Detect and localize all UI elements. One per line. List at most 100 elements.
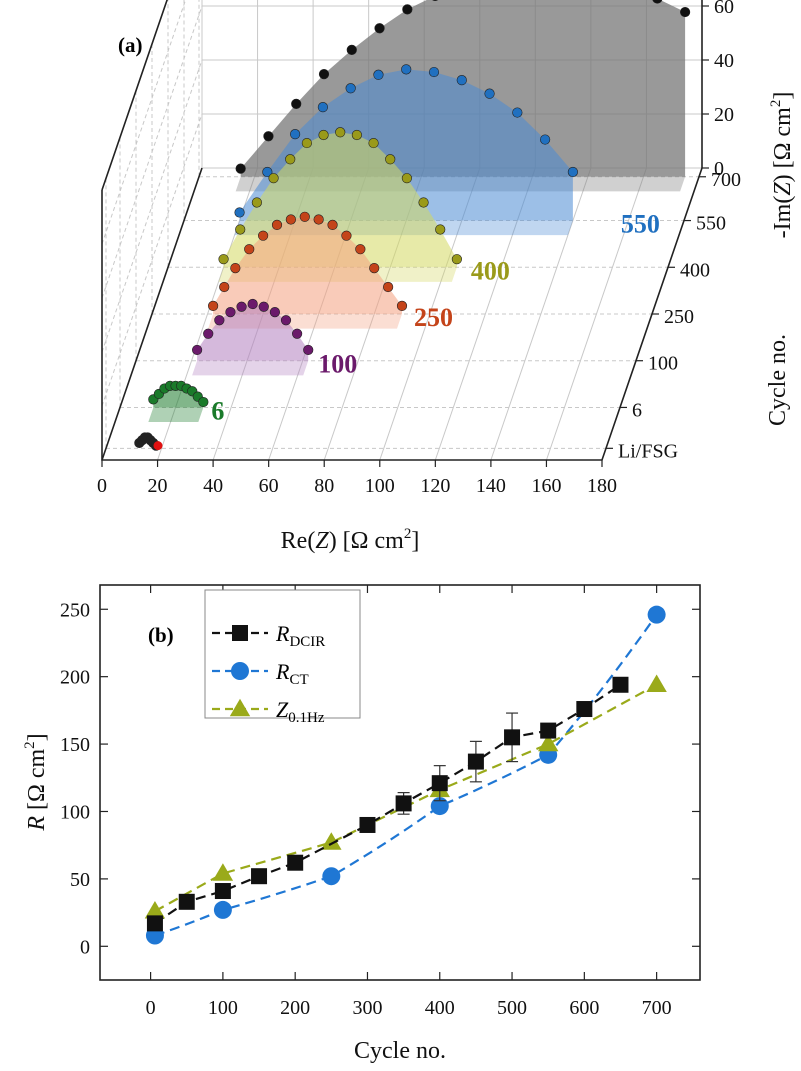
data-point [287, 854, 304, 871]
y-tick-label: 40 [714, 50, 734, 72]
data-point [318, 69, 330, 80]
axis-line [101, 167, 203, 461]
x-tick-label: 60 [259, 475, 279, 497]
data-point [369, 263, 380, 274]
panel-a-y-axis-title: -Im(Z) [Ω cm2] [768, 92, 796, 239]
data-point [231, 662, 249, 680]
legend-item-R_DCIR: RDCIR [212, 621, 325, 650]
y-tick-label: 150 [60, 734, 90, 756]
data-point [232, 625, 248, 641]
legend-item-R_CT: RCT [212, 659, 309, 688]
x-tick-label: 500 [497, 997, 527, 1019]
panel-b-label: (b) [148, 623, 174, 647]
series-area [213, 216, 402, 314]
data-point [318, 129, 329, 141]
series-100: 100 [192, 298, 357, 379]
legend: RDCIR RCT Z0.1Hz [204, 589, 361, 726]
x-tick-label: 700 [642, 997, 672, 1019]
data-point [313, 214, 324, 225]
data-point [335, 127, 346, 138]
data-point [268, 173, 279, 184]
data-point [235, 224, 246, 235]
data-point [303, 344, 314, 356]
panel-a-label: (a) [118, 33, 143, 57]
panel-a-axes: 020406080100120140160180020406080100Li/F… [97, 0, 741, 497]
x-tick-label: 400 [425, 997, 455, 1019]
series-Z_0.1Hz [144, 674, 667, 919]
data-point [456, 75, 467, 86]
series-label: 100 [318, 350, 357, 379]
data-point [341, 230, 352, 241]
data-point [251, 868, 268, 885]
data-point [540, 134, 551, 145]
data-point [258, 301, 269, 312]
data-point [432, 0, 439, 1]
series-floor-band [148, 407, 204, 423]
data-point [230, 263, 241, 274]
depth-tick-label: 550 [696, 213, 726, 235]
data-point [612, 676, 629, 693]
data-point [301, 137, 312, 149]
y-tick-label: 50 [70, 869, 90, 891]
data-point [383, 281, 394, 293]
data-point [218, 254, 229, 265]
data-point [327, 219, 338, 230]
depth-tick-label: Li/FSG [618, 440, 678, 462]
data-point [355, 244, 366, 255]
data-point [203, 328, 214, 339]
data-point [219, 281, 230, 293]
data-point [680, 6, 691, 18]
data-point [576, 701, 593, 718]
data-point [396, 300, 408, 312]
data-point [236, 301, 247, 312]
legend-label: RCT [275, 659, 309, 688]
data-point [567, 166, 578, 178]
data-point [213, 900, 232, 919]
data-point [285, 214, 296, 225]
depth-tick-label: 700 [711, 169, 741, 191]
depth-tick-label: 400 [680, 259, 710, 281]
data-point [322, 867, 341, 886]
data-point [402, 4, 413, 15]
data-point [646, 674, 667, 692]
x-tick-label: 160 [531, 475, 561, 497]
data-point [401, 173, 412, 184]
series-label: 550 [621, 210, 660, 239]
data-point [258, 230, 269, 241]
data-point [263, 131, 274, 142]
legend-label: Z0.1Hz [276, 697, 325, 726]
data-point [208, 300, 219, 312]
panel-a-x-axis-title: Re(Z) [Ω cm2] [281, 526, 420, 554]
x-tick-label: 100 [208, 997, 238, 1019]
data-point [291, 98, 302, 109]
data-point [504, 729, 521, 746]
legend-item-Z_0.1Hz: Z0.1Hz [212, 697, 325, 726]
series-Li/FSG [134, 432, 163, 451]
series-R_DCIR [146, 676, 629, 932]
data-point [214, 883, 231, 900]
depth-tick-label: 6 [632, 399, 642, 421]
data-point [351, 129, 362, 141]
x-tick-label: 100 [365, 475, 395, 497]
y-tick-label: 0 [80, 936, 90, 958]
panel-b-ticks: 0 100 200 300 400 500 600 700 0 50 100 150 200 250 [60, 585, 700, 1019]
data-point [431, 775, 448, 792]
series-label: 250 [414, 303, 453, 332]
panel-a-3d-nyquist: 7005504002501006 02040608010012014016018… [97, 0, 796, 554]
data-point [235, 163, 246, 174]
series-line [154, 683, 658, 913]
series-label: 400 [471, 256, 510, 285]
axis-line [101, 0, 168, 191]
data-point [247, 298, 258, 310]
data-point [144, 901, 166, 919]
data-point [359, 816, 376, 833]
x-tick-label: 20 [148, 475, 168, 497]
panel-b-y-axis-title: R [Ω cm2] [22, 733, 50, 831]
data-point [285, 154, 296, 165]
data-point [234, 207, 245, 218]
depth-tick-label: 250 [664, 306, 694, 328]
data-point [537, 733, 559, 752]
data-point [512, 107, 523, 118]
panel-a-depth-axis-title: Cycle no. [765, 334, 791, 426]
data-point [368, 137, 379, 149]
